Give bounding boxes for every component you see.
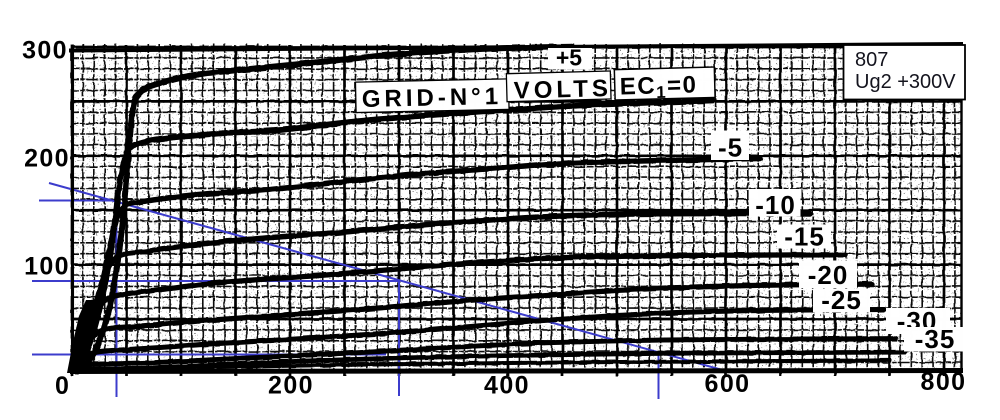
svg-text:-5: -5 <box>718 133 743 163</box>
svg-text:Ug2 +300V: Ug2 +300V <box>855 71 956 93</box>
svg-text:-25: -25 <box>821 285 862 315</box>
svg-text:-10: -10 <box>755 190 796 220</box>
svg-text:0: 0 <box>55 372 69 400</box>
svg-text:200: 200 <box>24 145 70 173</box>
svg-text:-35: -35 <box>915 324 956 354</box>
svg-text:+5: +5 <box>556 45 582 71</box>
svg-text:800: 800 <box>921 368 967 396</box>
svg-text:100: 100 <box>24 253 70 281</box>
svg-text:200: 200 <box>268 372 314 400</box>
svg-text:600: 600 <box>705 370 751 398</box>
svg-text:300: 300 <box>22 37 68 65</box>
svg-text:VOLTS: VOLTS <box>513 75 612 105</box>
svg-text:-15: -15 <box>784 222 825 252</box>
svg-text:807: 807 <box>855 49 888 71</box>
svg-text:400: 400 <box>484 372 530 400</box>
svg-text:GRID-N°1: GRID-N°1 <box>362 83 503 113</box>
svg-text:-20: -20 <box>808 260 849 290</box>
